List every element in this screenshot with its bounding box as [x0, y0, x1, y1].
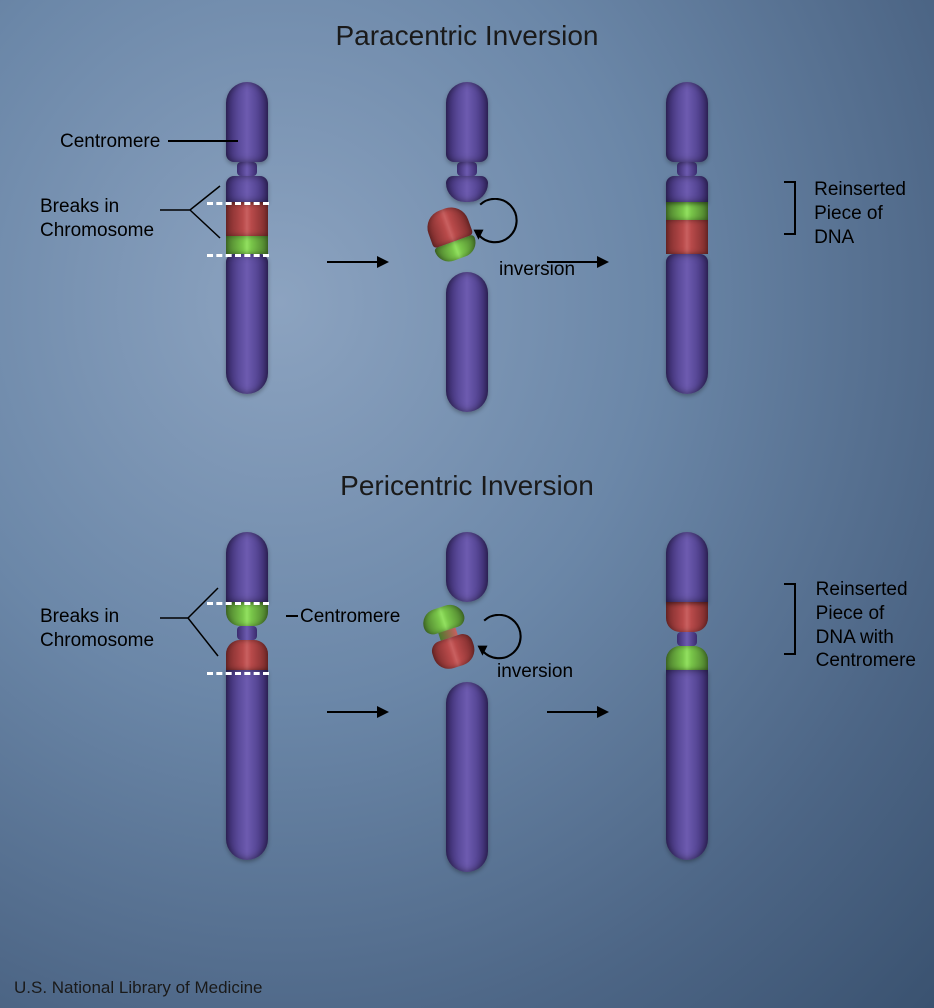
gap-region [446, 202, 488, 272]
gap-region [446, 602, 488, 682]
centromere [237, 626, 257, 640]
arrow-1 [327, 261, 387, 263]
arm-long-bottom [446, 272, 488, 412]
centromere-label: Centromere [60, 130, 160, 154]
reinserted-bracket [784, 181, 796, 235]
centromere-leader [168, 140, 238, 142]
centromere-leader [286, 615, 298, 617]
paracentric-title: Paracentric Inversion [0, 20, 934, 52]
band-red [666, 602, 708, 632]
inversion-label: inversion [497, 660, 573, 684]
arm-long [226, 670, 268, 860]
arm-short [666, 82, 708, 162]
reinserted-label: Reinserted Piece of DNA with Centromere [816, 578, 916, 673]
arm-long-bottom [226, 254, 268, 394]
inversion-arrow-icon [470, 614, 540, 664]
centromere-label: Centromere [300, 605, 400, 629]
centromere [677, 162, 697, 176]
break-line-2 [207, 254, 269, 257]
band-green [666, 202, 708, 220]
arrow-1 [327, 711, 387, 713]
centromere [677, 632, 697, 646]
paracentric-stage1 [217, 82, 277, 442]
reinserted-bracket [784, 583, 796, 655]
arm-short [226, 82, 268, 162]
arm-short [666, 532, 708, 602]
band-red [666, 220, 708, 254]
attribution-text: U.S. National Library of Medicine [14, 978, 263, 998]
pericentric-stage3 [657, 532, 717, 892]
paracentric-section: Paracentric Inversion [0, 0, 934, 460]
reinserted-label: Reinserted Piece of DNA [814, 178, 906, 249]
arm-long [446, 682, 488, 872]
arm-long-top [666, 176, 708, 202]
break-line-2 [207, 672, 269, 675]
paracentric-stage2: inversion [437, 82, 497, 442]
arm-short [446, 82, 488, 162]
breaks-brace-icon [160, 180, 240, 250]
paracentric-row: inversion [0, 72, 934, 452]
inversion-arrow-icon [466, 198, 536, 248]
arm-long [666, 670, 708, 860]
breaks-brace-icon [160, 582, 240, 662]
breaks-label: Breaks in Chromosome [40, 605, 154, 653]
paracentric-stage3 [657, 82, 717, 442]
centromere [237, 162, 257, 176]
band-green [666, 646, 708, 670]
arrow-2 [547, 711, 607, 713]
pericentric-section: Pericentric Inversion [0, 460, 934, 960]
arm-long-bottom [666, 254, 708, 394]
centromere [457, 162, 477, 176]
pericentric-row: inversion [0, 522, 934, 902]
arm-short [446, 532, 488, 602]
breaks-label: Breaks in Chromosome [40, 195, 154, 243]
pericentric-stage2: inversion [437, 532, 497, 892]
pericentric-title: Pericentric Inversion [0, 470, 934, 502]
arrow-2 [547, 261, 607, 263]
